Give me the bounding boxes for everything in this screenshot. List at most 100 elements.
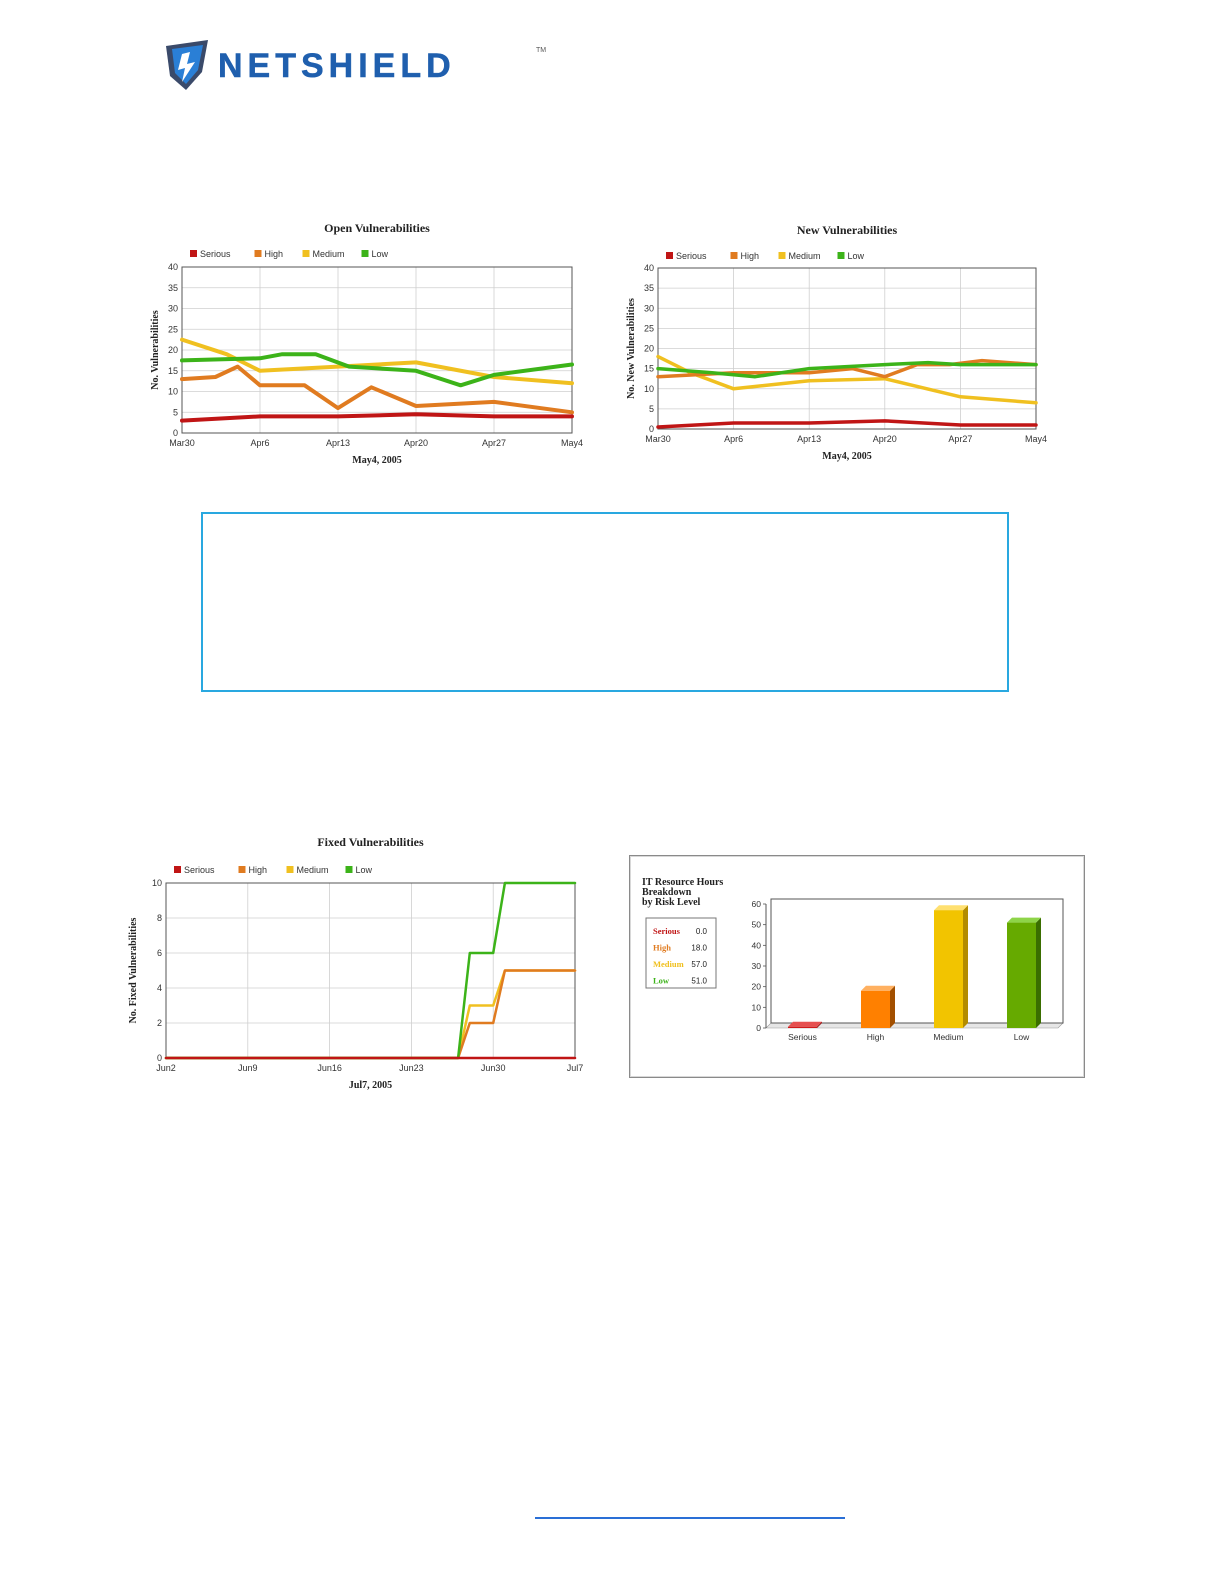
fixed-xtick: Jun16: [317, 1063, 342, 1073]
new-series-low: [656, 360, 1038, 379]
open-ytick: 30: [168, 304, 178, 314]
open-xtick: Apr13: [326, 438, 350, 448]
fixed-ytick: 4: [157, 983, 162, 993]
open-legend-low: Low: [372, 249, 389, 259]
open-xtick: May4: [561, 438, 583, 448]
open-series-low: [180, 352, 574, 388]
hours-title-line: IT Resource Hours: [642, 877, 723, 888]
netshield-logo: NETSHIELD TM: [160, 36, 560, 96]
fixed-legend-swatch-serious: [174, 866, 181, 873]
hours-legend-medium: Medium: [653, 959, 684, 969]
new-ytick: 5: [649, 404, 654, 414]
open-series-high: [180, 364, 574, 415]
fixed-ytick: 8: [157, 913, 162, 923]
open-ytick: 15: [168, 366, 178, 376]
fixed-legend-swatch-high: [238, 866, 246, 873]
new-plot-frame: [657, 267, 1037, 430]
open-legend-swatch-high: [254, 250, 262, 257]
footer-link-line: [535, 1517, 845, 1519]
fixed-legend-swatch-low: [345, 866, 353, 873]
open-legend-swatch-medium: [302, 250, 310, 257]
open-ytick: 10: [168, 387, 178, 397]
hours-bar-top-high: [861, 985, 895, 991]
fixed-legend-medium: Medium: [297, 865, 329, 875]
open-ytick: 5: [173, 407, 178, 417]
hours-bar-top-low: [1007, 917, 1041, 923]
open-xlabel: May4, 2005: [352, 455, 401, 466]
new-title: New Vulnerabilities: [797, 223, 898, 237]
new-xtick: Mar30: [645, 434, 671, 444]
hours-xtick-low: Low: [1014, 1032, 1030, 1042]
fixed-vulnerabilities-chart: Fixed Vulnerabilities Serious High Medium Lo…: [120, 828, 600, 1098]
fixed-legend-high: High: [249, 865, 268, 875]
hours-ytick: 50: [752, 920, 762, 930]
open-legend-swatch-serious: [190, 250, 197, 257]
new-vulnerabilities-chart: New Vulnerabilities Serious High Medium Low 0…: [618, 218, 1058, 468]
hours-ytick: 20: [752, 982, 762, 992]
open-series-medium: [180, 337, 574, 386]
new-legend-swatch-high: [730, 252, 738, 259]
new-ytick: 20: [644, 344, 654, 354]
open-xtick: Apr6: [250, 438, 269, 448]
open-title: Open Vulnerabilities: [324, 221, 430, 235]
hours-bar-side-serious: [817, 1021, 822, 1028]
shield-icon: [166, 40, 208, 90]
new-ytick: 35: [644, 283, 654, 293]
fixed-ytick: 6: [157, 948, 162, 958]
new-legend-serious: Serious: [676, 251, 707, 261]
fixed-xtick: Jun30: [481, 1063, 506, 1073]
new-ylabel: No. New Vulnerabilities: [626, 298, 637, 399]
hours-title-line: Breakdown: [642, 887, 692, 898]
hours-legend-low: Low: [653, 976, 670, 986]
new-legend-medium: Medium: [789, 251, 821, 261]
new-xlabel: May4, 2005: [822, 451, 871, 462]
new-xtick: Apr27: [948, 434, 972, 444]
new-series-high: [656, 358, 1038, 379]
hours-legend-value-high: 18.0: [691, 944, 707, 953]
fixed-ytick: 2: [157, 1018, 162, 1028]
fixed-vulnerabilities-svg: Fixed Vulnerabilities Serious High Medium Lo…: [128, 835, 583, 1091]
hours-bar-high: [861, 990, 890, 1028]
hours-bar-low: [1007, 922, 1036, 1028]
fixed-xlabel: Jul7, 2005: [349, 1080, 392, 1091]
fixed-title: Fixed Vulnerabilities: [317, 835, 424, 849]
fixed-xtick: Jun23: [399, 1063, 424, 1073]
new-ytick: 15: [644, 364, 654, 374]
new-legend-high: High: [741, 251, 760, 261]
fixed-legend-serious: Serious: [184, 865, 215, 875]
resource-hours-panel: IT Resource Hours Breakdown by Risk Level S…: [629, 855, 1085, 1078]
open-legend-swatch-low: [361, 250, 369, 257]
hours-bar-side-low: [1036, 917, 1041, 1028]
open-ytick: 40: [168, 262, 178, 272]
fixed-ytick: 10: [152, 878, 162, 888]
open-vulnerabilities-svg: Open Vulnerabilities Serious High Medium Low…: [150, 221, 583, 466]
fixed-xtick: Jun9: [238, 1063, 258, 1073]
hours-legend-high: High: [653, 943, 671, 953]
hours-title-line: by Risk Level: [642, 897, 701, 908]
new-legend-low: Low: [848, 251, 865, 261]
brand-name: NETSHIELD: [218, 47, 456, 85]
open-xtick: Apr20: [404, 438, 428, 448]
hours-xtick-serious: Serious: [788, 1032, 817, 1042]
info-box: [201, 512, 1009, 692]
open-plot-frame: [181, 266, 573, 434]
open-ytick: 35: [168, 283, 178, 293]
new-series-serious: [656, 419, 1038, 429]
hours-bar-medium: [934, 910, 963, 1028]
new-ytick: 10: [644, 384, 654, 394]
fixed-legend-low: Low: [356, 865, 373, 875]
fixed-ytick: 0: [157, 1053, 162, 1063]
open-ytick: 20: [168, 345, 178, 355]
fixed-series-high: [164, 969, 577, 1060]
new-legend-swatch-serious: [666, 252, 673, 259]
hours-ytick: 60: [752, 899, 762, 909]
new-xtick: Apr6: [724, 434, 743, 444]
hours-ytick: 0: [756, 1023, 761, 1033]
hours-bar-top-medium: [934, 905, 968, 911]
hours-ytick: 10: [752, 1002, 762, 1012]
hours-legend-value-medium: 57.0: [691, 960, 707, 969]
open-legend-high: High: [265, 249, 284, 259]
fixed-series-medium: [164, 969, 577, 1060]
fixed-xtick: Jun2: [156, 1063, 176, 1073]
